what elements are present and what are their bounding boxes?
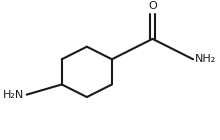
Text: NH₂: NH₂ [195,54,216,64]
Text: H₂N: H₂N [3,90,25,100]
Text: O: O [148,1,157,11]
